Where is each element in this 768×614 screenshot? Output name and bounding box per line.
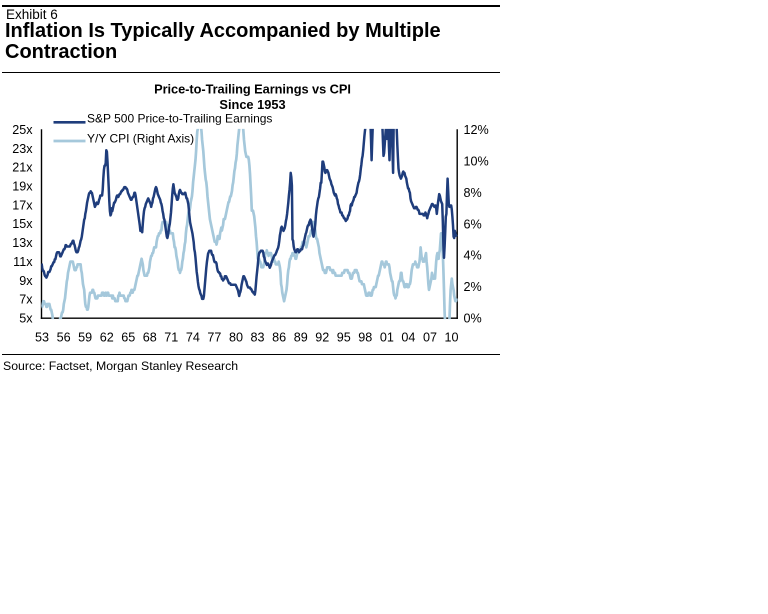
svg-text:65: 65: [121, 331, 135, 345]
svg-text:86: 86: [272, 331, 286, 345]
svg-text:Since 1953: Since 1953: [219, 97, 285, 112]
svg-text:89: 89: [294, 331, 308, 345]
svg-text:56: 56: [57, 331, 71, 345]
svg-text:04: 04: [401, 331, 415, 345]
svg-text:11x: 11x: [13, 255, 33, 269]
svg-text:12%: 12%: [464, 123, 489, 137]
svg-text:9x: 9x: [19, 274, 33, 288]
svg-text:83: 83: [250, 331, 264, 345]
svg-text:13x: 13x: [12, 236, 33, 250]
svg-text:5x: 5x: [19, 312, 33, 326]
svg-text:95: 95: [337, 331, 351, 345]
svg-text:6%: 6%: [464, 217, 482, 231]
svg-text:Y/Y CPI (Right Axis): Y/Y CPI (Right Axis): [87, 131, 194, 145]
svg-text:01: 01: [380, 331, 394, 345]
svg-text:15x: 15x: [12, 217, 33, 231]
svg-text:53: 53: [35, 331, 49, 345]
svg-text:25x: 25x: [12, 123, 33, 137]
svg-text:S&P 500 Price-to-Trailing Earn: S&P 500 Price-to-Trailing Earnings: [87, 112, 272, 126]
svg-text:74: 74: [186, 331, 200, 345]
svg-text:4%: 4%: [464, 249, 482, 263]
svg-text:07: 07: [423, 331, 437, 345]
svg-text:Price-to-Trailing Earnings vs: Price-to-Trailing Earnings vs CPI: [154, 81, 351, 96]
svg-text:92: 92: [315, 331, 329, 345]
svg-text:80: 80: [229, 331, 243, 345]
svg-text:62: 62: [100, 331, 114, 345]
svg-text:23x: 23x: [12, 142, 33, 156]
svg-text:8%: 8%: [464, 186, 482, 200]
svg-text:77: 77: [207, 331, 221, 345]
svg-text:0%: 0%: [464, 312, 482, 326]
svg-text:19x: 19x: [12, 180, 33, 194]
svg-text:7x: 7x: [19, 293, 33, 307]
svg-text:10: 10: [444, 331, 458, 345]
svg-text:59: 59: [78, 331, 92, 345]
svg-text:98: 98: [358, 331, 372, 345]
svg-text:2%: 2%: [464, 280, 482, 294]
svg-text:10%: 10%: [464, 154, 489, 168]
svg-text:21x: 21x: [12, 161, 33, 175]
svg-text:71: 71: [164, 331, 178, 345]
svg-text:17x: 17x: [12, 198, 33, 212]
svg-text:68: 68: [143, 331, 157, 345]
